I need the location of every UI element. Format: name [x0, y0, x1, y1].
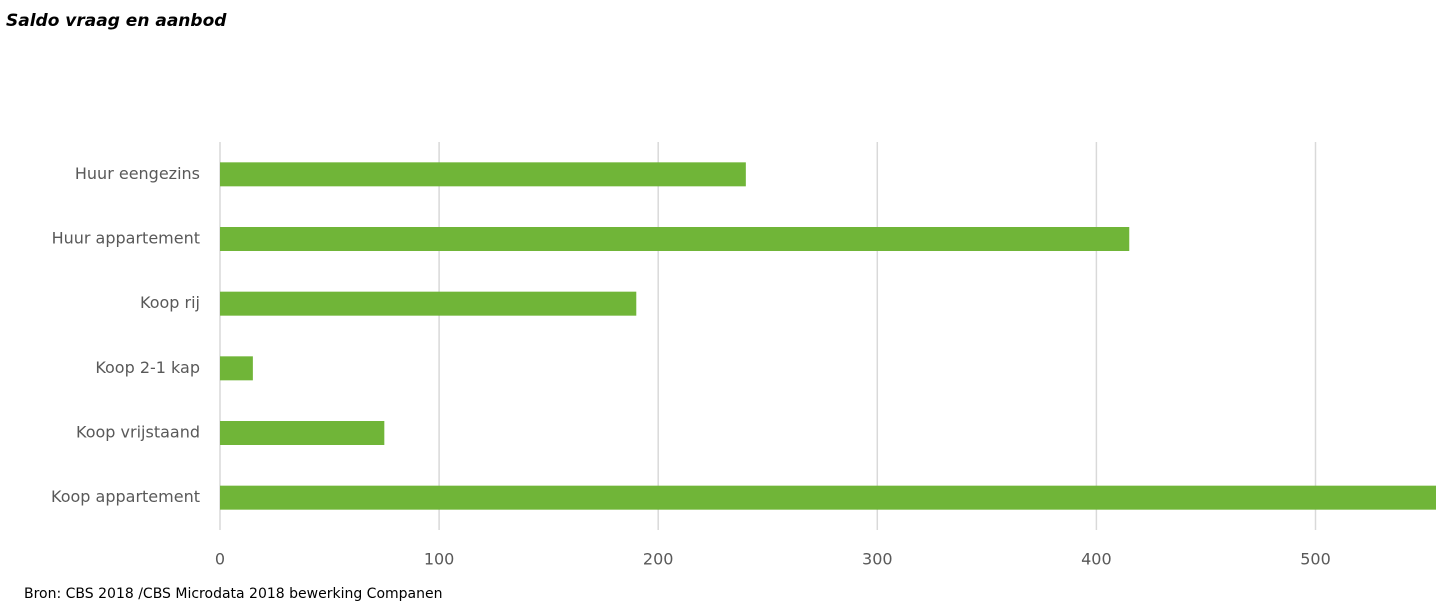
chart-source: Bron: CBS 2018 /CBS Microdata 2018 bewer…	[24, 586, 442, 602]
x-tick-label: 200	[643, 550, 674, 569]
chart-title: Saldo vraag en aanbod	[6, 11, 227, 31]
bar	[220, 291, 637, 316]
bar	[220, 162, 746, 187]
y-tick-label: Koop vrijstaand	[76, 423, 200, 442]
bar	[220, 356, 253, 381]
bar	[220, 421, 385, 445]
y-tick-label: Huur eengezins	[75, 164, 200, 183]
x-tick-label: 500	[1300, 550, 1331, 569]
y-tick-label: Koop rij	[140, 293, 200, 312]
bar	[220, 485, 1436, 510]
x-tick-label: 400	[1081, 550, 1112, 569]
x-tick-label: 0	[215, 550, 225, 569]
x-tick-label: 100	[424, 550, 455, 569]
y-tick-label: Koop appartement	[51, 487, 200, 506]
bar	[220, 227, 1130, 251]
x-tick-label: 300	[862, 550, 893, 569]
y-tick-label: Huur appartement	[52, 229, 200, 248]
y-tick-label: Koop 2-1 kap	[95, 358, 200, 377]
